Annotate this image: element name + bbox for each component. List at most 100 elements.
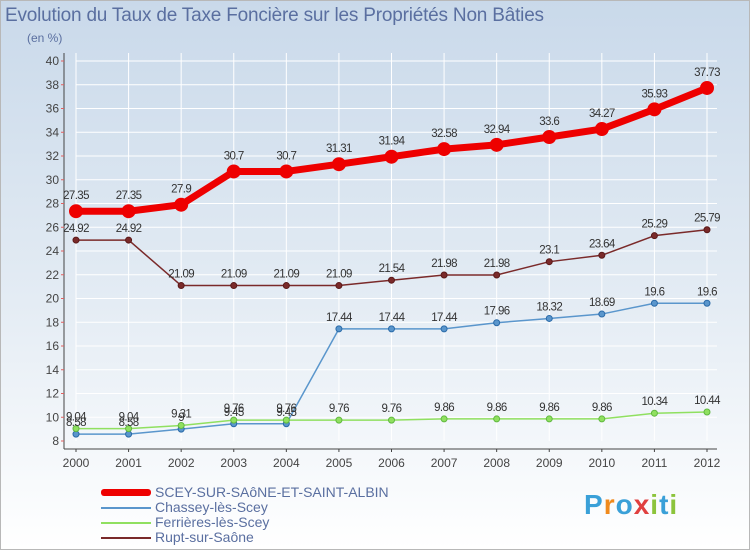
axis-layer: 8 10 12 14 16 18 20 22 24 26 28 30 32 34 36 38 40 2000 200… [46,53,721,470]
data-label-series3: 10.34 [642,396,669,408]
data-label-series1: 32.58 [431,128,457,140]
y-tick-label: 22 [46,268,60,282]
data-label-series1: 37.73 [694,67,720,79]
logo-letter: o [615,489,634,520]
data-label-series4: 24.92 [116,223,142,235]
data-label-series3: 9.04 [119,412,140,424]
data-point-series3 [72,425,80,433]
y-tick-label: 20 [46,292,60,306]
data-point-series3 [493,415,501,423]
data-point-series4 [493,271,501,279]
data-label-series3: 9.86 [592,402,612,414]
logo-letter: r [603,489,616,520]
data-label-series4: 23.64 [589,238,616,250]
y-tick-label: 10 [46,410,60,424]
data-point-series1 [279,164,294,179]
data-label-series1: 30.7 [276,150,296,162]
data-label-series3: 9.86 [434,402,454,414]
data-point-series4 [230,282,238,290]
y-tick-label: 26 [46,220,60,234]
data-label-series1: 27.35 [63,190,89,202]
data-label-series3: 9.86 [539,402,559,414]
data-label-series4: 25.79 [694,213,720,225]
data-point-series1 [594,122,609,137]
x-tick-label: 2012 [694,456,721,470]
x-tick-label: 2000 [63,456,90,470]
data-point-series1 [331,157,346,172]
x-tick-label: 2010 [588,456,615,470]
data-label-series2: 19.6 [697,286,717,298]
y-tick-label: 18 [46,315,60,329]
x-tick-label: 2002 [168,456,195,470]
data-label-series1: 33.6 [539,116,559,128]
data-point-series1 [542,130,557,144]
x-tick-label: 2006 [378,456,405,470]
x-tick-label: 2009 [536,456,563,470]
y-tick-label: 32 [46,149,60,163]
data-point-series3 [545,415,553,423]
data-point-series1 [700,80,714,95]
data-label-series2: 18.32 [536,301,562,313]
data-point-series4 [282,282,290,290]
chart-title: Evolution du Taux de Taxe Foncière sur l… [5,5,544,26]
x-tick-label: 2005 [326,456,353,470]
data-label-series2: 19.6 [644,286,664,298]
data-point-series1 [647,102,662,117]
data-point-series4 [650,232,658,240]
y-tick-label: 16 [46,339,60,353]
data-label-series3: 10.44 [694,395,721,407]
data-point-series3 [598,415,606,423]
data-point-series2 [598,310,606,318]
data-point-series1 [226,164,241,179]
data-label-series1: 34.27 [589,108,615,120]
data-label-series4: 21.09 [221,269,247,281]
data-point-series1 [69,204,83,219]
data-label-layer: 27.35 27.35 27.9 30.7 30.7 31.31 31.94 32.58 32.… [63,67,722,429]
data-label-series1: 31.94 [379,136,406,148]
data-point-series1 [174,197,189,212]
legend-swatch-series4 [101,537,151,539]
data-point-series2 [703,299,711,307]
data-point-series4 [703,226,711,234]
y-tick-label: 30 [46,173,60,187]
y-tick-label: 34 [46,125,60,139]
legend-label-series1: SCEY-SUR-SAôNE-ET-SAINT-ALBIN [155,484,389,500]
data-point-series1 [384,149,399,164]
y-tick-label: 36 [46,102,60,116]
data-label-series1: 32.94 [484,124,511,136]
y-tick-label: 38 [46,78,60,92]
data-point-series4 [598,251,606,259]
data-point-series4 [177,282,185,290]
data-label-series1: 30.7 [224,150,244,162]
data-label-series4: 25.29 [642,219,668,231]
y-tick-label: 14 [46,363,60,377]
data-label-series2: 9.45 [276,407,296,419]
data-point-series3 [388,416,395,424]
logo-letter: x [633,489,651,520]
logo-letter: t [659,489,670,520]
data-label-series1: 35.93 [642,88,668,100]
data-point-series3 [335,416,343,424]
data-label-series2: 8.58 [66,417,86,429]
grid-layer [75,53,717,441]
data-point-series2 [650,299,658,307]
data-point-series4 [125,236,133,244]
data-point-series3 [650,409,658,417]
data-label-series2: 9 [178,412,184,424]
y-tick-label: 12 [46,387,60,401]
data-label-series4: 24.92 [63,223,89,235]
y-tick-label: 24 [46,244,60,258]
data-label-series4: 23.1 [539,245,559,257]
data-label-series3: 9.76 [276,403,296,415]
x-tick-label: 2008 [483,456,510,470]
legend-label-series3: Ferrières-lès-Scey [155,514,270,530]
data-label-series4: 21.54 [379,263,406,275]
data-label-series1: 27.35 [116,190,142,202]
data-label-series2: 8.58 [119,417,139,429]
data-point-series1 [121,204,136,219]
data-label-series2: 18.69 [589,297,615,309]
data-point-series3 [440,415,448,423]
x-tick-label: 2007 [431,456,458,470]
